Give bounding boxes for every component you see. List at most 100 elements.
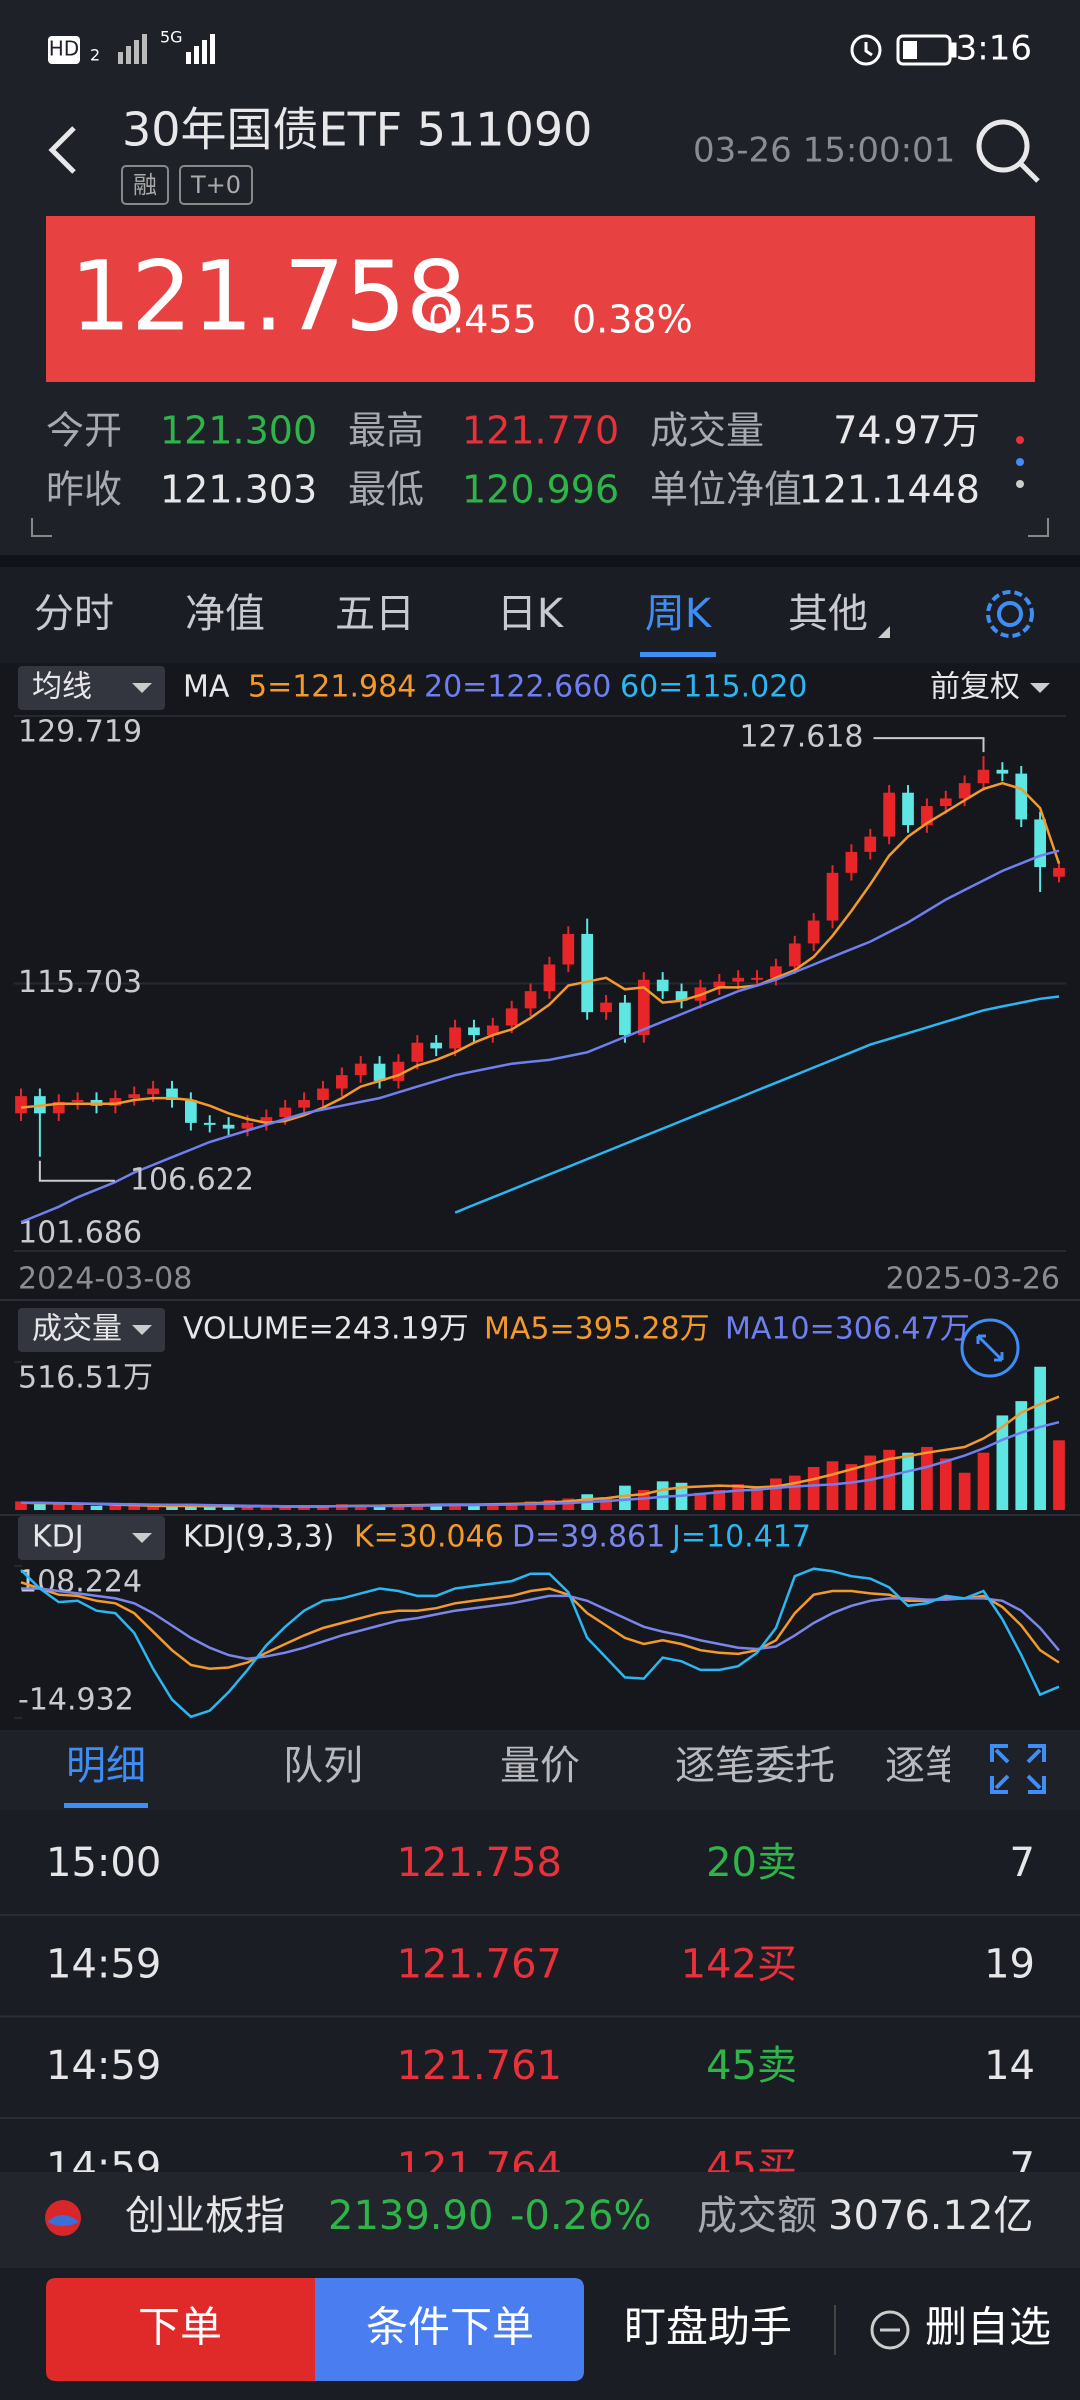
line-series	[20, 781, 1061, 1125]
volume-bar	[222, 1506, 235, 1510]
expand-chart[interactable]	[960, 1318, 1020, 1378]
trade-price: 121.761	[397, 2043, 562, 2089]
stat-value: 121.303	[160, 468, 317, 512]
tab[interactable]: 日K	[497, 591, 565, 637]
candle-body	[354, 1063, 367, 1076]
back-button[interactable]	[48, 126, 76, 174]
stat-value: 120.996	[462, 468, 619, 512]
selector[interactable]: 成交量	[32, 1312, 122, 1347]
line-series	[20, 1567, 1060, 1719]
stat-label: 最高	[348, 409, 424, 453]
change-pct: 0.38%	[572, 298, 693, 342]
candle-body	[826, 872, 839, 921]
trade-volume: 45买	[706, 2145, 797, 2191]
selector-box[interactable]	[18, 1308, 165, 1352]
candle-body	[203, 1122, 216, 1125]
x-tick-label: 2025-03-26	[886, 1262, 1060, 1297]
volume-bar	[637, 1489, 650, 1510]
candle-body	[675, 991, 688, 1001]
search-button[interactable]	[976, 119, 1040, 183]
x-tick-label: 2024-03-08	[18, 1262, 192, 1297]
indicator: KDJ(9,3,3)	[183, 1520, 334, 1555]
volume-bar	[732, 1484, 745, 1510]
action[interactable]: 下单	[138, 2303, 222, 2352]
index-name: 创业板指	[125, 2193, 285, 2239]
settings-button[interactable]	[986, 590, 1034, 638]
legend-entry: MA5=395.28万	[484, 1312, 710, 1347]
volume-bar	[713, 1489, 726, 1510]
dropdown-arrow	[132, 683, 152, 693]
stat-value: 121.1448	[799, 468, 980, 512]
dot	[1016, 480, 1024, 488]
volume-bar	[939, 1458, 952, 1510]
conditional-order-button[interactable]	[315, 2278, 584, 2381]
candle-body	[958, 783, 971, 799]
volume-bar	[392, 1504, 405, 1510]
volume-bar	[147, 1506, 159, 1510]
line-series	[20, 849, 1060, 1224]
y-tick-label: 516.51万	[18, 1361, 153, 1396]
candle-body	[147, 1088, 159, 1095]
badge: 融	[133, 171, 157, 199]
index-value: 2139.90	[328, 2193, 493, 2239]
candle-body	[109, 1098, 122, 1106]
candle-body	[298, 1099, 310, 1108]
volume-bar	[34, 1502, 46, 1510]
selector[interactable]: KDJ	[32, 1520, 84, 1555]
volume-bar	[770, 1478, 782, 1510]
legend-entry: 20=122.660	[424, 670, 611, 705]
stat-label: 成交量	[650, 409, 764, 453]
action[interactable]: 盯盘助手	[624, 2303, 792, 2352]
divider	[0, 555, 1080, 567]
dot	[1016, 458, 1024, 466]
stat-label: 今开	[46, 409, 122, 453]
candle-body	[468, 1027, 480, 1036]
trade-time: 15:00	[46, 1840, 161, 1886]
selector-box[interactable]	[18, 1516, 165, 1560]
charts: 均线 MA 5=121.984 20=122.660 60=115.020 129.719…	[14, 666, 1066, 1719]
candle-body	[581, 933, 594, 1013]
candle-body	[751, 977, 763, 980]
chart-bg	[0, 663, 1080, 1730]
annotation-leader	[873, 737, 985, 753]
volume-bar	[71, 1504, 84, 1510]
volume-bar	[185, 1505, 197, 1510]
candle-body	[222, 1124, 235, 1129]
clock: 3:16	[956, 29, 1032, 69]
tab[interactable]: 分时	[34, 591, 114, 637]
badge-box	[179, 165, 253, 205]
tab[interactable]: 周K	[645, 591, 713, 637]
legend-entry: D=39.861	[512, 1520, 665, 1555]
candle-body	[505, 1008, 518, 1026]
detail-tab[interactable]: 逐笔	[885, 1743, 965, 1789]
tab[interactable]: 其他	[788, 591, 868, 637]
selector[interactable]: 均线	[32, 670, 92, 705]
candle-body	[430, 1042, 443, 1049]
selector-box[interactable]	[18, 666, 165, 710]
volume-bar	[411, 1504, 424, 1510]
adjust-selector[interactable]: 前复权	[930, 670, 1020, 705]
detail-tab[interactable]: 量价	[500, 1743, 580, 1789]
expand-list[interactable]	[990, 1744, 1046, 1794]
dot	[1016, 436, 1024, 444]
tab[interactable]: 净值	[185, 591, 265, 637]
volume-bar	[921, 1446, 933, 1510]
badge-box	[121, 165, 169, 205]
action[interactable]: 删自选	[925, 2303, 1051, 2352]
action[interactable]: 条件下单	[366, 2303, 534, 2352]
detail-tab[interactable]: 队列	[283, 1743, 363, 1789]
detail-tab[interactable]: 明细	[66, 1743, 146, 1789]
order-button[interactable]	[46, 2278, 315, 2381]
stat-value: 121.770	[462, 409, 619, 453]
badge: T+0	[190, 171, 241, 199]
detail-tab[interactable]: 逐笔委托	[675, 1743, 835, 1789]
candle-body	[317, 1088, 329, 1100]
tab[interactable]: 五日	[335, 591, 415, 637]
legend-entry: MA10=306.47万	[725, 1312, 970, 1347]
status-icons	[850, 34, 957, 66]
candle-body	[788, 943, 801, 967]
dropdown-arrow	[132, 1533, 152, 1543]
volume-bar	[486, 1504, 499, 1510]
signal-icon	[118, 34, 215, 64]
